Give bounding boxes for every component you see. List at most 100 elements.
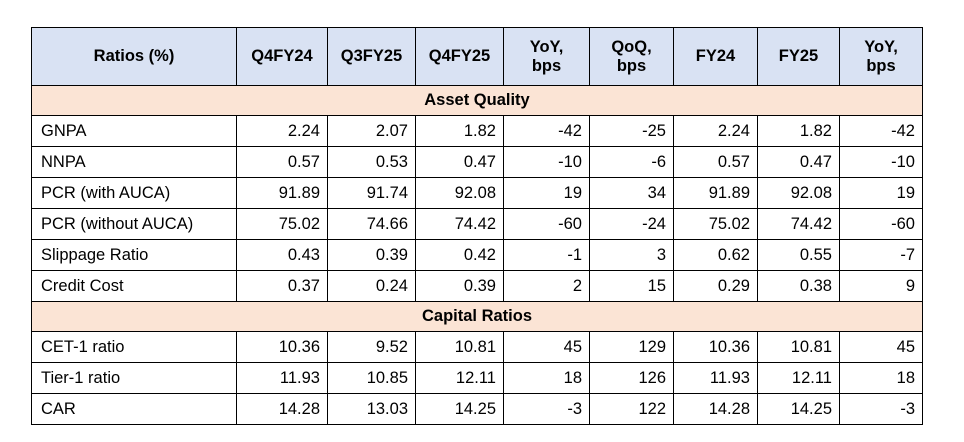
table-cell: 2.24 — [673, 115, 758, 147]
row-label: NNPA — [31, 146, 237, 178]
table-cell: -10 — [839, 146, 923, 178]
table-cell: 91.74 — [327, 177, 416, 209]
table-cell: 0.62 — [673, 239, 758, 271]
table-cell: 14.25 — [415, 393, 504, 425]
table-cell: 12.11 — [415, 362, 504, 394]
column-header: Q3FY25 — [327, 27, 416, 86]
table-cell: 9.52 — [327, 331, 416, 363]
table-cell: 45 — [503, 331, 590, 363]
table-cell: 1.82 — [415, 115, 504, 147]
table-row: GNPA 2.24 2.07 1.82 -42 -25 2.24 1.82 -42 — [31, 115, 923, 147]
table-cell: 34 — [589, 177, 674, 209]
table-cell: 0.29 — [673, 270, 758, 302]
row-label: Tier-1 ratio — [31, 362, 237, 394]
table-cell: 0.37 — [236, 270, 328, 302]
table-row: NNPA 0.57 0.53 0.47 -10 -6 0.57 0.47 -10 — [31, 146, 923, 178]
table-cell: 10.85 — [327, 362, 416, 394]
row-label: PCR (without AUCA) — [31, 208, 237, 240]
table-cell: 91.89 — [236, 177, 328, 209]
table-cell: -7 — [839, 239, 923, 271]
table-cell: 0.39 — [327, 239, 416, 271]
table-cell: -42 — [503, 115, 590, 147]
table-cell: -24 — [589, 208, 674, 240]
table-cell: 10.36 — [673, 331, 758, 363]
table-cell: 2 — [503, 270, 590, 302]
table-cell: 92.08 — [757, 177, 840, 209]
table-cell: 129 — [589, 331, 674, 363]
section-title: Capital Ratios — [31, 301, 923, 332]
table-row: PCR (without AUCA) 75.02 74.66 74.42 -60 -24 7… — [31, 208, 923, 240]
column-header: QoQ, bps — [589, 27, 674, 86]
table-cell: 0.47 — [415, 146, 504, 178]
table-cell: 92.08 — [415, 177, 504, 209]
column-header: Q4FY25 — [415, 27, 504, 86]
column-header: YoY, bps — [839, 27, 923, 86]
table-cell: 74.66 — [327, 208, 416, 240]
table-cell: 0.38 — [757, 270, 840, 302]
row-label: PCR (with AUCA) — [31, 177, 237, 209]
table-cell: 0.57 — [673, 146, 758, 178]
table-row: Tier-1 ratio 11.93 10.85 12.11 18 126 11.93 12.… — [31, 362, 923, 394]
table-cell: 126 — [589, 362, 674, 394]
table-cell: -6 — [589, 146, 674, 178]
table-cell: 75.02 — [236, 208, 328, 240]
table-cell: 122 — [589, 393, 674, 425]
table-cell: 45 — [839, 331, 923, 363]
row-label: GNPA — [31, 115, 237, 147]
table-cell: 15 — [589, 270, 674, 302]
table-cell: 18 — [839, 362, 923, 394]
table-cell: 14.25 — [757, 393, 840, 425]
section-row: Asset Quality — [31, 85, 923, 116]
table-cell: 10.36 — [236, 331, 328, 363]
column-header: Ratios (%) — [31, 27, 237, 86]
table-cell: 10.81 — [415, 331, 504, 363]
header-row: Ratios (%) Q4FY24 Q3FY25 Q4FY25 YoY, bps QoQ, b… — [31, 27, 923, 86]
row-label: Credit Cost — [31, 270, 237, 302]
table-cell: -10 — [503, 146, 590, 178]
table-cell: 12.11 — [757, 362, 840, 394]
table-row: PCR (with AUCA) 91.89 91.74 92.08 19 34 91.89 9… — [31, 177, 923, 209]
table-cell: 2.24 — [236, 115, 328, 147]
table-cell: -1 — [503, 239, 590, 271]
row-label: Slippage Ratio — [31, 239, 237, 271]
table-cell: 0.43 — [236, 239, 328, 271]
table-cell: 0.55 — [757, 239, 840, 271]
table-header: Ratios (%) Q4FY24 Q3FY25 Q4FY25 YoY, bps QoQ, b… — [31, 27, 923, 86]
table-cell: 9 — [839, 270, 923, 302]
table-cell: 10.81 — [757, 331, 840, 363]
row-label: CAR — [31, 393, 237, 425]
table-cell: 14.28 — [673, 393, 758, 425]
table-row: CET-1 ratio 10.36 9.52 10.81 45 129 10.36 10.81… — [31, 331, 923, 363]
table-cell: -42 — [839, 115, 923, 147]
table-cell: 19 — [839, 177, 923, 209]
table-cell: 0.57 — [236, 146, 328, 178]
column-header: YoY, bps — [503, 27, 590, 86]
table-row: CAR 14.28 13.03 14.25 -3 122 14.28 14.25 -3 — [31, 393, 923, 425]
table-cell: 3 — [589, 239, 674, 271]
table-cell: 14.28 — [236, 393, 328, 425]
table-cell: 0.24 — [327, 270, 416, 302]
table-row: Credit Cost 0.37 0.24 0.39 2 15 0.29 0.38 9 — [31, 270, 923, 302]
table-body: Asset Quality GNPA 2.24 2.07 1.82 -42 -25 2.24 1… — [31, 85, 923, 425]
table-cell: 11.93 — [673, 362, 758, 394]
column-header: FY24 — [673, 27, 758, 86]
table-cell: 13.03 — [327, 393, 416, 425]
table-cell: 0.53 — [327, 146, 416, 178]
table-cell: -60 — [503, 208, 590, 240]
table-cell: 91.89 — [673, 177, 758, 209]
table-cell: 0.47 — [757, 146, 840, 178]
row-label: CET-1 ratio — [31, 331, 237, 363]
table-cell: -3 — [503, 393, 590, 425]
table-cell: 2.07 — [327, 115, 416, 147]
table-cell: -3 — [839, 393, 923, 425]
table-cell: 74.42 — [415, 208, 504, 240]
section-title: Asset Quality — [31, 85, 923, 116]
table-row: Slippage Ratio 0.43 0.39 0.42 -1 3 0.62 0.55 -7 — [31, 239, 923, 271]
ratios-table: Ratios (%) Q4FY24 Q3FY25 Q4FY25 YoY, bps QoQ, b… — [31, 27, 923, 425]
table-cell: 74.42 — [757, 208, 840, 240]
table-cell: -60 — [839, 208, 923, 240]
table-cell: 19 — [503, 177, 590, 209]
table-cell: 0.42 — [415, 239, 504, 271]
table-cell: 1.82 — [757, 115, 840, 147]
table-cell: 11.93 — [236, 362, 328, 394]
